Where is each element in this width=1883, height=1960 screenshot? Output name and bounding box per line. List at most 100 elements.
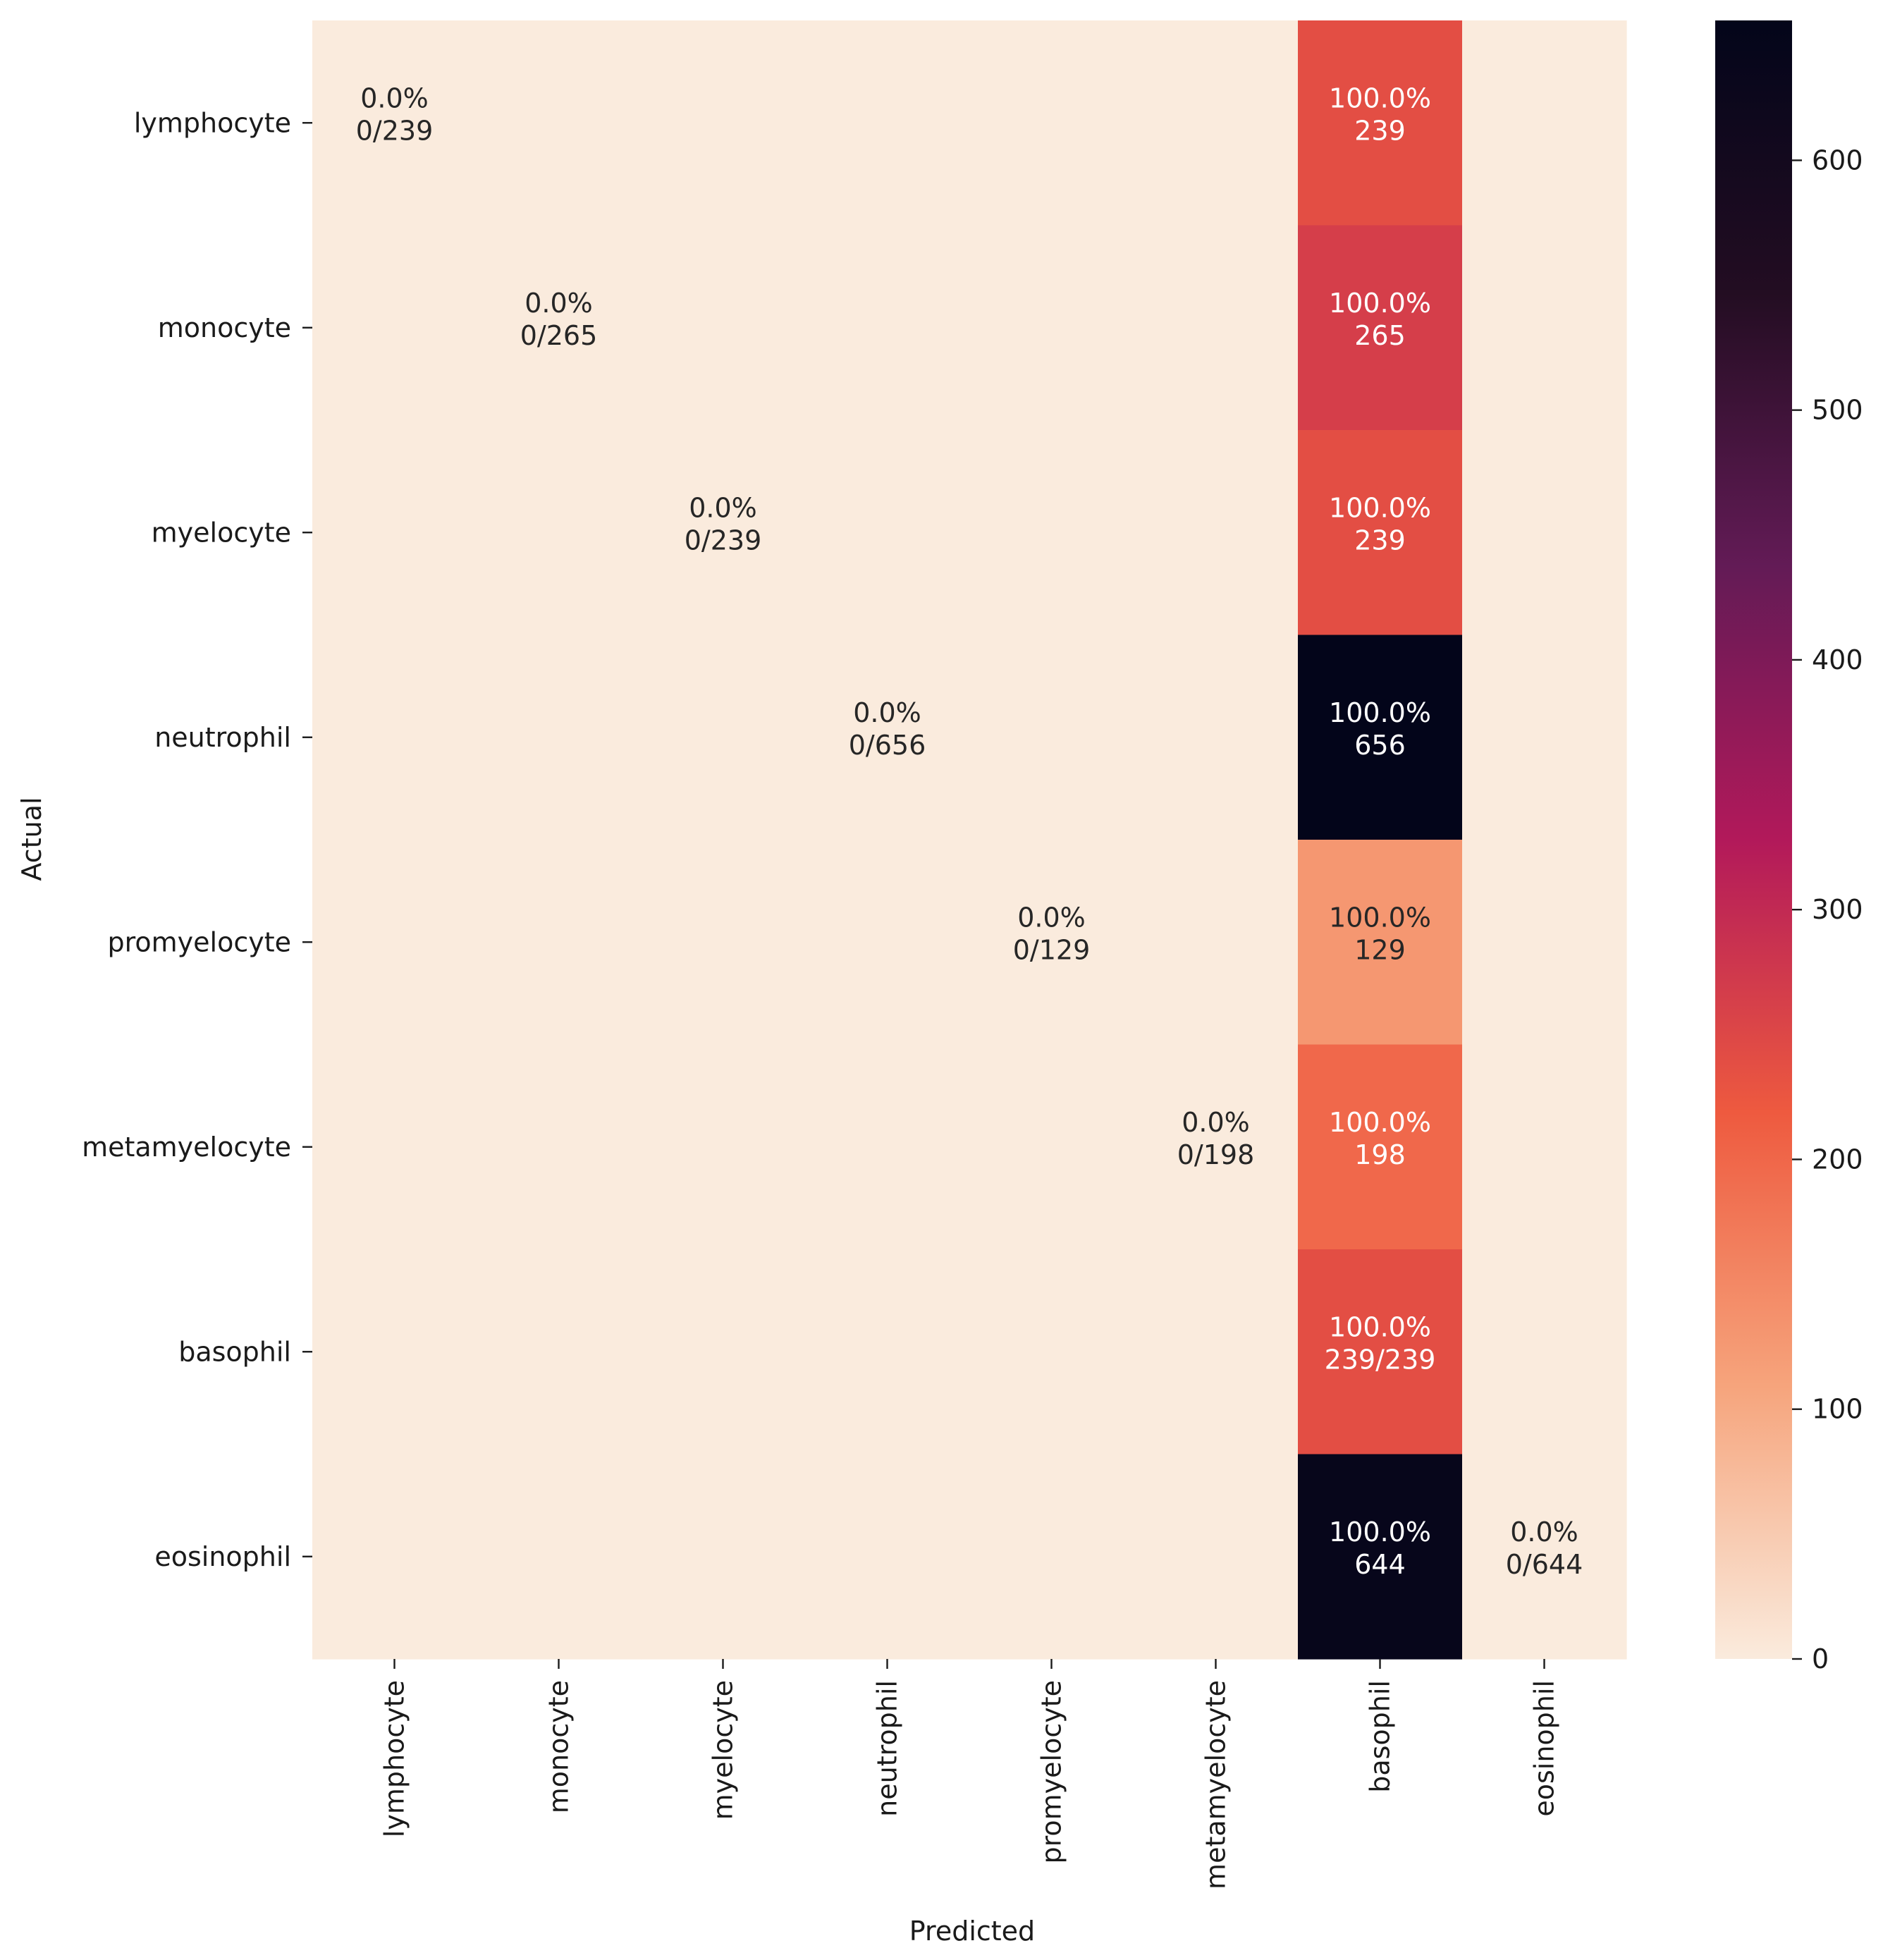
heatmap-cell-r7-c1 — [477, 1454, 642, 1660]
y-tick-label-lymphocyte: lymphocyte — [134, 107, 291, 138]
heatmap-cell-r7-c0 — [312, 1454, 477, 1660]
heatmap-cell-r3-c4 — [969, 635, 1134, 840]
heatmap-cell-r2-c3 — [805, 430, 970, 636]
heatmap-cell-r2-c5 — [1134, 430, 1299, 636]
heatmap-cell-r0-c0 — [312, 20, 477, 226]
y-tick-label-metamyelocyte: metamyelocyte — [82, 1132, 291, 1163]
heatmap-cell-r1-c6 — [1298, 225, 1463, 431]
heatmap-cell-r5-c4 — [969, 1044, 1134, 1250]
heatmap-cell-r1-c0 — [312, 225, 477, 431]
heatmap-cell-r3-c0 — [312, 635, 477, 840]
colorbar-fill — [1715, 20, 1792, 1659]
cell-annotation-r4-c4: 0.0% 0/129 — [1013, 902, 1091, 965]
heatmap-cell-r5-c5 — [1134, 1044, 1299, 1250]
heatmap-cell-r6-c6 — [1298, 1249, 1463, 1455]
heatmap-cell-r6-c4 — [969, 1249, 1134, 1455]
cell-annotation-r6-c6: 100.0% 239/239 — [1325, 1311, 1436, 1375]
heatmap-cell-r0-c6 — [1298, 20, 1463, 226]
colorbar-tick-label-300: 300 — [1812, 894, 1863, 925]
y-tick-label-promyelocyte: promyelocyte — [107, 926, 291, 957]
heatmap-cell-r3-c7 — [1462, 635, 1627, 840]
heatmap-cell-r3-c5 — [1134, 635, 1299, 840]
x-tick-label-promyelocyte: promyelocyte — [1036, 1680, 1067, 1864]
heatmap-cell-r7-c3 — [805, 1454, 970, 1660]
x-tick-label-lymphocyte: lymphocyte — [379, 1680, 410, 1837]
y-tick-label-myelocyte: myelocyte — [152, 517, 291, 548]
heatmap-cell-r5-c3 — [805, 1044, 970, 1250]
heatmap-cell-r0-c3 — [805, 20, 970, 226]
heatmap-cell-r6-c5 — [1134, 1249, 1299, 1455]
heatmap-cell-r2-c7 — [1462, 430, 1627, 636]
x-tick-label-eosinophil: eosinophil — [1529, 1680, 1560, 1817]
heatmap-cell-r7-c7 — [1462, 1454, 1627, 1660]
cell-annotation-r1-c1: 0.0% 0/265 — [520, 288, 598, 351]
x-tick-label-basophil: basophil — [1365, 1680, 1396, 1793]
heatmap-cell-r0-c4 — [969, 20, 1134, 226]
heatmap-cell-r3-c6 — [1298, 635, 1463, 840]
heatmap-cell-r4-c0 — [312, 840, 477, 1046]
colorbar-tick-label-600: 600 — [1812, 145, 1863, 176]
x-tick-label-neutrophil: neutrophil — [872, 1680, 903, 1817]
heatmap-cells — [312, 20, 1627, 1660]
heatmap-cell-r5-c0 — [312, 1044, 477, 1250]
heatmap-cell-r3-c2 — [641, 635, 806, 840]
cell-annotation-r1-c6: 100.0% 265 — [1329, 288, 1431, 351]
x-tick-label-monocyte: monocyte — [544, 1680, 575, 1813]
cell-annotation-r4-c6: 100.0% 129 — [1329, 902, 1431, 965]
colorbar-tick-label-0: 0 — [1812, 1643, 1829, 1674]
cell-annotation-r3-c6: 100.0% 656 — [1329, 697, 1431, 761]
heatmap-cell-r6-c7 — [1462, 1249, 1627, 1455]
y-tick-label-neutrophil: neutrophil — [154, 722, 291, 753]
heatmap-cell-r6-c3 — [805, 1249, 970, 1455]
heatmap-cell-r5-c7 — [1462, 1044, 1627, 1250]
x-tick-label-myelocyte: myelocyte — [708, 1680, 739, 1820]
cell-annotation-r5-c6: 100.0% 198 — [1329, 1107, 1431, 1170]
y-tick-label-basophil: basophil — [178, 1336, 291, 1367]
heatmap-cell-r3-c3 — [805, 635, 970, 840]
heatmap-cell-r3-c1 — [477, 635, 642, 840]
heatmap-cell-r1-c4 — [969, 225, 1134, 431]
heatmap-cell-r4-c6 — [1298, 840, 1463, 1046]
heatmap-cell-r4-c2 — [641, 840, 806, 1046]
heatmap-cell-r4-c5 — [1134, 840, 1299, 1046]
cell-annotation-r7-c7: 0.0% 0/644 — [1506, 1517, 1583, 1580]
cell-annotation-r2-c6: 100.0% 239 — [1329, 492, 1431, 556]
colorbar: 0 100 200 300 400 500 600 — [1715, 20, 1863, 1674]
x-axis-title: Predicted — [909, 1916, 1035, 1947]
x-tick-label-metamyelocyte: metamyelocyte — [1201, 1680, 1232, 1889]
heatmap-cell-r7-c2 — [641, 1454, 806, 1660]
colorbar-tick-label-100: 100 — [1812, 1394, 1863, 1425]
heatmap-cell-r4-c4 — [969, 840, 1134, 1046]
heatmap-cell-r4-c1 — [477, 840, 642, 1046]
cell-annotation-r2-c2: 0.0% 0/239 — [685, 492, 762, 556]
colorbar-tick-label-500: 500 — [1812, 395, 1863, 426]
x-axis-ticks: lymphocyte monocyte myelocyte neutrophil pro… — [379, 1659, 1560, 1889]
heatmap-cell-r4-c7 — [1462, 840, 1627, 1046]
heatmap-cell-r0-c1 — [477, 20, 642, 226]
heatmap-cell-r7-c5 — [1134, 1454, 1299, 1660]
heatmap-cell-r0-c5 — [1134, 20, 1299, 226]
heatmap-cell-r1-c5 — [1134, 225, 1299, 431]
cell-annotation-r0-c6: 100.0% 239 — [1329, 82, 1431, 146]
heatmap-cell-r1-c2 — [641, 225, 806, 431]
y-axis-ticks: lymphocyte monocyte myelocyte neutrophil pro… — [82, 107, 312, 1572]
cell-annotation-r3-c3: 0.0% 0/656 — [849, 697, 926, 761]
y-tick-label-eosinophil: eosinophil — [154, 1541, 291, 1572]
heatmap-cell-r2-c6 — [1298, 430, 1463, 636]
heatmap-cell-r4-c3 — [805, 840, 970, 1046]
cell-annotation-r0-c0: 0.0% 0/239 — [356, 82, 434, 146]
heatmap-cell-r2-c2 — [641, 430, 806, 636]
colorbar-tick-label-400: 400 — [1812, 644, 1863, 675]
heatmap-cell-r1-c1 — [477, 225, 642, 431]
y-tick-label-monocyte: monocyte — [158, 312, 291, 343]
heatmap-cell-r2-c0 — [312, 430, 477, 636]
heatmap-cell-r1-c3 — [805, 225, 970, 431]
heatmap-cell-r7-c4 — [969, 1454, 1134, 1660]
heatmap-cell-r5-c1 — [477, 1044, 642, 1250]
heatmap-cell-r2-c1 — [477, 430, 642, 636]
heatmap-cell-r0-c2 — [641, 20, 806, 226]
cell-annotation-r7-c6: 100.0% 644 — [1329, 1517, 1431, 1580]
y-axis-title: Actual — [16, 797, 47, 881]
heatmap-cell-r6-c0 — [312, 1249, 477, 1455]
cell-annotation-r5-c5: 0.0% 0/198 — [1177, 1107, 1255, 1170]
